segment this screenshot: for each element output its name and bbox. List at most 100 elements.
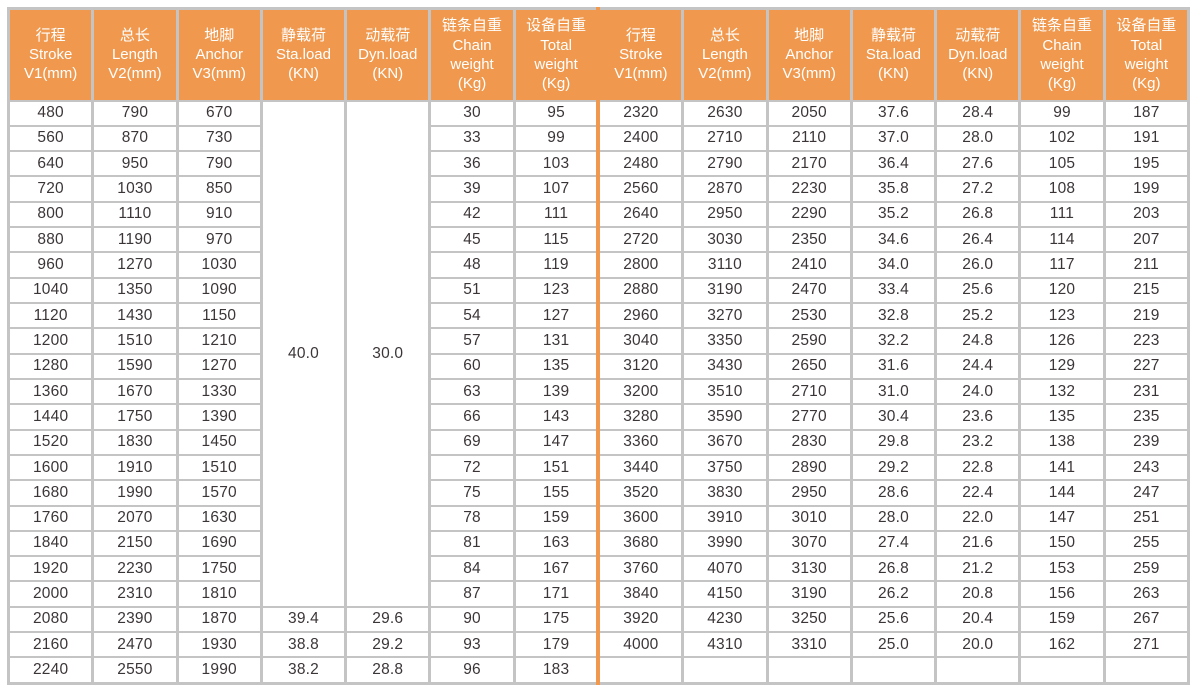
table-cell: 215 bbox=[1102, 276, 1191, 305]
table-cell: 1570 bbox=[175, 479, 263, 507]
table-row: 2240 2550 1990 38.2 28.8 96 183 bbox=[6, 656, 1191, 685]
table-cell: 960 bbox=[6, 251, 95, 279]
table-cell: 1280 bbox=[6, 352, 95, 380]
table-cell: 1510 bbox=[175, 453, 263, 482]
table-row: 720 1030 850 39 107 2560 2870 2230 35.8 27.2 108 19… bbox=[6, 175, 1191, 203]
col-header-line: weight bbox=[450, 55, 494, 73]
col-header-left-chain-weight: 链条自重 Chain weight (Kg) bbox=[428, 7, 516, 102]
table-cell: 1440 bbox=[6, 403, 95, 431]
table-cell: 2230 bbox=[91, 555, 179, 583]
table-cell: 119 bbox=[512, 251, 600, 279]
table-cell: 2560 bbox=[596, 175, 685, 203]
table-cell: 155 bbox=[512, 479, 600, 507]
empty-cell bbox=[934, 656, 1022, 685]
col-header-line: Dyn.load bbox=[358, 46, 418, 64]
table-cell: 3070 bbox=[765, 529, 853, 558]
table-row: 1120 1430 1150 54 127 2960 3270 2530 32.8 25.2 123… bbox=[6, 301, 1191, 330]
empty-cell bbox=[596, 656, 685, 685]
table-cell: 267 bbox=[1102, 605, 1191, 634]
table-cell: 3350 bbox=[681, 327, 769, 355]
col-header-line: V2(mm) bbox=[108, 65, 162, 83]
table-cell: 26.4 bbox=[934, 226, 1022, 254]
table-cell: 207 bbox=[1102, 226, 1191, 254]
table-cell: 175 bbox=[512, 605, 600, 634]
table-row: 1440 1750 1390 66 143 3280 3590 2770 30.4 23.6 135… bbox=[6, 403, 1191, 431]
table-cell: 640 bbox=[6, 150, 95, 178]
table-cell: 2050 bbox=[765, 99, 853, 127]
table-cell: 1430 bbox=[91, 301, 179, 330]
table-cell: 150 bbox=[1018, 529, 1106, 558]
table-cell: 1750 bbox=[91, 403, 179, 431]
table-cell: 3010 bbox=[765, 504, 853, 532]
table-row: 2080 2390 1870 39.4 29.6 90 175 3920 4230 3250 25.… bbox=[6, 605, 1191, 634]
table-cell: 3590 bbox=[681, 403, 769, 431]
table-cell: 2950 bbox=[765, 479, 853, 507]
col-header-line: Length bbox=[111, 46, 158, 64]
table-cell: 114 bbox=[1018, 226, 1106, 254]
table-cell: 3510 bbox=[681, 377, 769, 406]
table-cell: 1040 bbox=[6, 276, 95, 305]
col-header-line: 行程 bbox=[35, 26, 66, 44]
table-cell: 203 bbox=[1102, 200, 1191, 229]
table-cell: 28.0 bbox=[849, 504, 938, 532]
table-cell: 2710 bbox=[765, 377, 853, 406]
table-cell: 167 bbox=[512, 555, 600, 583]
col-header-line: 总长 bbox=[709, 26, 740, 44]
table-cell: 1270 bbox=[91, 251, 179, 279]
table-row: 1040 1350 1090 51 123 2880 3190 2470 33.4 25.6 120… bbox=[6, 276, 1191, 305]
table-cell: 20.0 bbox=[934, 631, 1022, 659]
table-cell: 66 bbox=[428, 403, 516, 431]
table-cell: 3130 bbox=[765, 555, 853, 583]
table-cell: 1600 bbox=[6, 453, 95, 482]
table-cell: 84 bbox=[428, 555, 516, 583]
table-cell: 231 bbox=[1102, 377, 1191, 406]
table-row: 1520 1830 1450 69 147 3360 3670 2830 29.8 23.2 138… bbox=[6, 428, 1191, 456]
table-cell: 31.6 bbox=[849, 352, 938, 380]
table-cell: 1150 bbox=[175, 301, 263, 330]
table-cell: 39.4 bbox=[259, 605, 348, 634]
table-cell: 2320 bbox=[596, 99, 685, 127]
table-cell: 29.2 bbox=[849, 453, 938, 482]
table-cell: 1680 bbox=[6, 479, 95, 507]
table-cell: 38.8 bbox=[259, 631, 348, 659]
table-cell: 560 bbox=[6, 124, 95, 153]
table-cell: 1810 bbox=[175, 580, 263, 608]
table-cell: 1670 bbox=[91, 377, 179, 406]
spec-table: 行程 Stroke V1(mm) 总长 Length V2(mm) 地脚 Anchor V3(m… bbox=[6, 7, 1191, 685]
table-cell: 2870 bbox=[681, 175, 769, 203]
table-cell: 1840 bbox=[6, 529, 95, 558]
table-cell: 2000 bbox=[6, 580, 95, 608]
table-cell: 105 bbox=[1018, 150, 1106, 178]
table-cell: 33.4 bbox=[849, 276, 938, 305]
table-cell: 3680 bbox=[596, 529, 685, 558]
table-cell: 3750 bbox=[681, 453, 769, 482]
table-cell: 730 bbox=[175, 124, 263, 153]
table-cell: 22.4 bbox=[934, 479, 1022, 507]
col-header-line: V3(mm) bbox=[782, 65, 836, 83]
col-header-line: weight bbox=[534, 55, 578, 73]
table-cell: 57 bbox=[428, 327, 516, 355]
table-cell: 135 bbox=[512, 352, 600, 380]
table-cell: 239 bbox=[1102, 428, 1191, 456]
table-cell: 159 bbox=[512, 504, 600, 532]
col-header-line: V1(mm) bbox=[614, 65, 668, 83]
table-cell: 117 bbox=[1018, 251, 1106, 279]
table-cell: 1200 bbox=[6, 327, 95, 355]
col-header-line: 设备自重 bbox=[526, 17, 587, 35]
table-cell: 2290 bbox=[765, 200, 853, 229]
table-cell: 42 bbox=[428, 200, 516, 229]
table-cell: 1830 bbox=[91, 428, 179, 456]
merged-dyn-load-cell: 30.0 bbox=[344, 99, 432, 608]
table-cell: 3600 bbox=[596, 504, 685, 532]
table-cell: 29.2 bbox=[344, 631, 432, 659]
table-row: 1840 2150 1690 81 163 3680 3990 3070 27.4 21.6 150… bbox=[6, 529, 1191, 558]
table-cell: 37.6 bbox=[849, 99, 938, 127]
col-header-line: 设备自重 bbox=[1116, 17, 1177, 35]
table-cell: 2800 bbox=[596, 251, 685, 279]
table-cell: 3670 bbox=[681, 428, 769, 456]
table-cell: 1990 bbox=[91, 479, 179, 507]
col-header-line: V1(mm) bbox=[23, 65, 78, 83]
table-cell: 3310 bbox=[765, 631, 853, 659]
table-cell: 20.8 bbox=[934, 580, 1022, 608]
col-header-line: Length bbox=[701, 46, 748, 64]
